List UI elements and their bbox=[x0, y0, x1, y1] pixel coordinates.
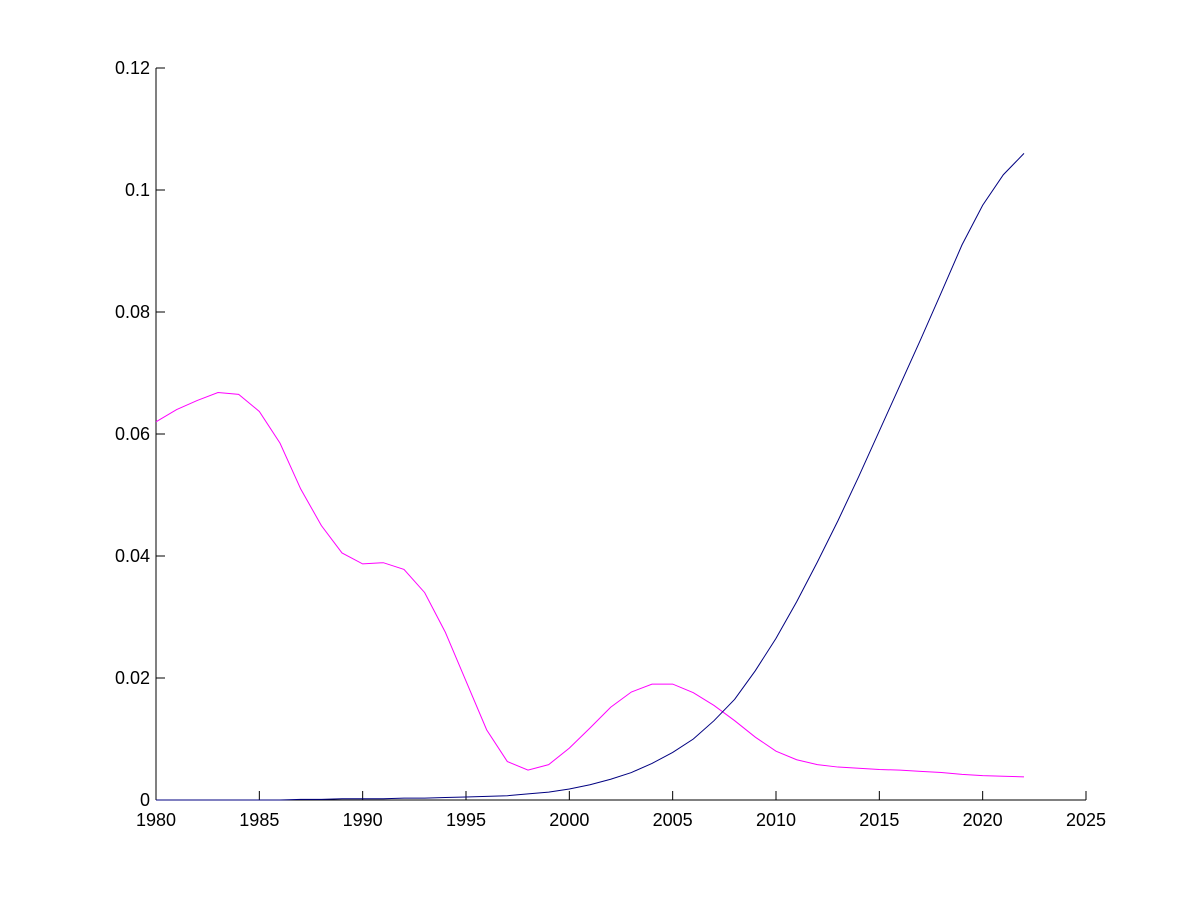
x-tick-label: 2025 bbox=[1066, 810, 1106, 830]
x-tick-label: 2010 bbox=[756, 810, 796, 830]
y-tick-label: 0.12 bbox=[115, 58, 150, 78]
y-tick-label: 0.1 bbox=[125, 180, 150, 200]
x-tick-label: 1980 bbox=[136, 810, 176, 830]
x-tick-label: 1990 bbox=[343, 810, 383, 830]
x-tick-label: 2000 bbox=[549, 810, 589, 830]
x-tick-label: 2015 bbox=[859, 810, 899, 830]
y-tick-label: 0.08 bbox=[115, 302, 150, 322]
x-tick-label: 2005 bbox=[653, 810, 693, 830]
line-series bbox=[156, 153, 1025, 801]
y-tick-label: 0.02 bbox=[115, 668, 150, 688]
x-tick-label: 1995 bbox=[446, 810, 486, 830]
y-tick-label: 0.04 bbox=[115, 546, 150, 566]
y-tick-label: 0.06 bbox=[115, 424, 150, 444]
x-tick-label: 1985 bbox=[239, 810, 279, 830]
x-tick-label: 2020 bbox=[963, 810, 1003, 830]
y-tick-label: 0 bbox=[140, 790, 150, 810]
line-series bbox=[155, 392, 1025, 778]
